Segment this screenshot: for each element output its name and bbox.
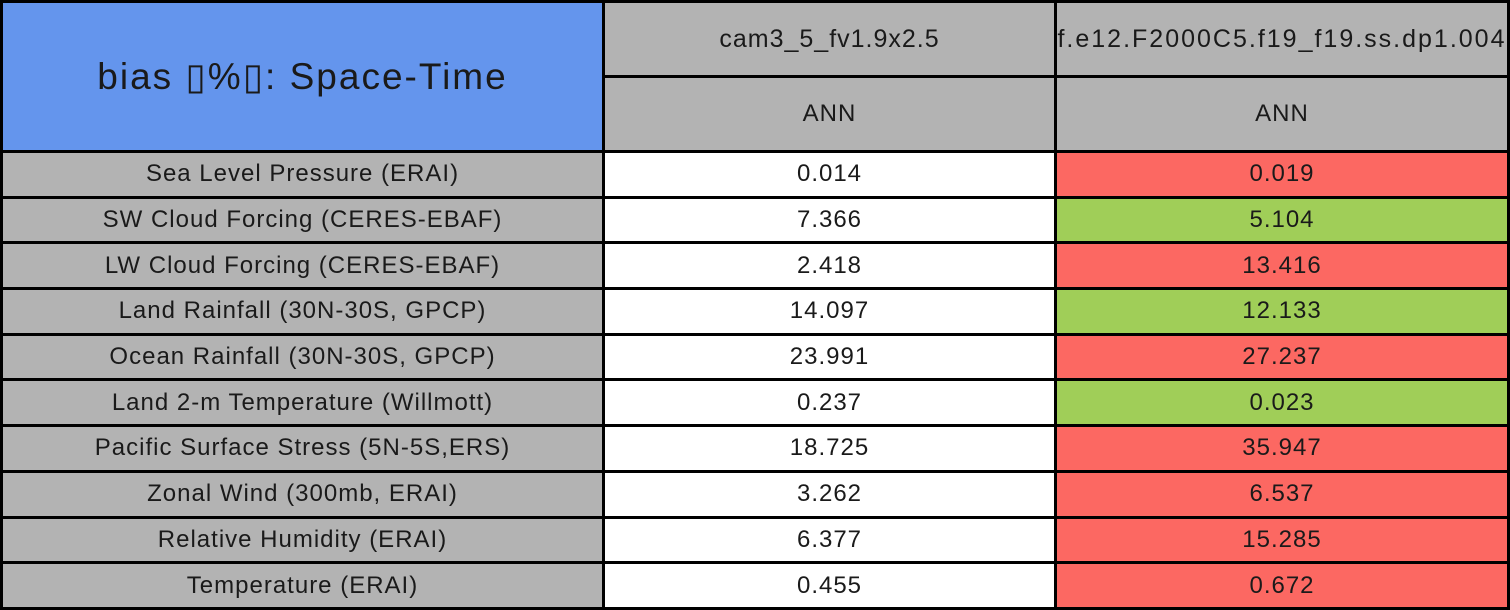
variable-label: Temperature (ERAI)	[3, 564, 602, 607]
value-model-1: 14.097	[605, 290, 1054, 333]
value-model-2: 12.133	[1057, 290, 1507, 333]
model-header-2-label: f.e12.F2000C5.f19_f19.ss.dp1.004	[1057, 24, 1507, 53]
value-model-1: 6.377	[605, 518, 1054, 562]
value-model-2: 5.104	[1057, 198, 1507, 242]
value-model-1: 0.014	[605, 153, 1054, 196]
variable-label: Land 2-m Temperature (Willmott)	[3, 381, 602, 425]
season-header-2: ANN	[1057, 78, 1507, 150]
value-model-1: 2.418	[605, 244, 1054, 288]
value-model-2: 13.416	[1057, 244, 1507, 288]
table-title: bias ▯%▯: Space-Time	[3, 3, 602, 150]
variable-label: Ocean Rainfall (30N-30S, GPCP)	[3, 335, 602, 379]
value-model-2: 0.023	[1057, 381, 1507, 425]
value-model-2: 35.947	[1057, 427, 1507, 470]
value-model-1: 18.725	[605, 427, 1054, 470]
value-model-1: 3.262	[605, 472, 1054, 516]
value-model-1: 0.455	[605, 564, 1054, 607]
value-model-1: 23.991	[605, 335, 1054, 379]
variable-label: Relative Humidity (ERAI)	[3, 518, 602, 562]
model-header-2: f.e12.F2000C5.f19_f19.ss.dp1.004	[1057, 3, 1507, 75]
variable-label: Pacific Surface Stress (5N-5S,ERS)	[3, 427, 602, 470]
variable-label: Sea Level Pressure (ERAI)	[3, 153, 602, 196]
value-model-2: 0.019	[1057, 153, 1507, 196]
value-model-2: 15.285	[1057, 518, 1507, 562]
variable-label: SW Cloud Forcing (CERES-EBAF)	[3, 198, 602, 242]
value-model-2: 6.537	[1057, 472, 1507, 516]
value-model-1: 0.237	[605, 381, 1054, 425]
variable-label: Land Rainfall (30N-30S, GPCP)	[3, 290, 602, 333]
value-model-2: 0.672	[1057, 564, 1507, 607]
variable-label: Zonal Wind (300mb, ERAI)	[3, 472, 602, 516]
value-model-1: 7.366	[605, 198, 1054, 242]
value-model-2: 27.237	[1057, 335, 1507, 379]
model-header-1: cam3_5_fv1.9x2.5	[605, 3, 1054, 75]
variable-label: LW Cloud Forcing (CERES-EBAF)	[3, 244, 602, 288]
season-header-1: ANN	[605, 78, 1054, 150]
